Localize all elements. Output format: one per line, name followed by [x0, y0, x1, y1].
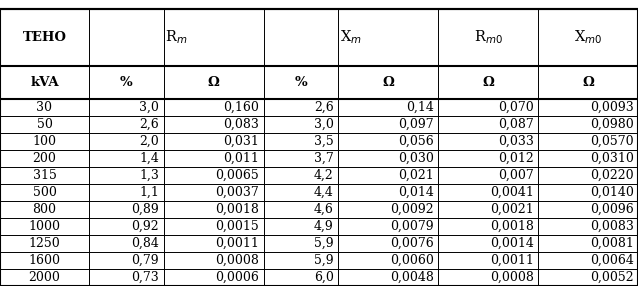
Text: 4,6: 4,6 [314, 203, 334, 216]
Text: 0,007: 0,007 [498, 169, 533, 182]
Text: 0,0093: 0,0093 [590, 101, 634, 114]
Text: Ω: Ω [382, 76, 394, 89]
Text: 0,0011: 0,0011 [490, 254, 533, 267]
Text: Ω: Ω [207, 76, 219, 89]
Text: 0,070: 0,070 [498, 101, 533, 114]
Text: 0,14: 0,14 [406, 101, 434, 114]
Text: 0,0037: 0,0037 [215, 186, 259, 199]
Bar [338, 9, 339, 66]
Text: 3,5: 3,5 [314, 135, 334, 148]
Text: 4,2: 4,2 [314, 169, 334, 182]
Text: 0,0048: 0,0048 [390, 271, 434, 284]
Text: 1250: 1250 [29, 237, 61, 250]
Text: %: % [120, 76, 133, 89]
Text: 0,033: 0,033 [498, 135, 533, 148]
Text: 315: 315 [33, 169, 56, 182]
Text: 0,84: 0,84 [131, 237, 159, 250]
Text: 0,0041: 0,0041 [490, 186, 533, 199]
Text: 0,031: 0,031 [223, 135, 259, 148]
Text: 0,89: 0,89 [131, 203, 159, 216]
Text: 0,0060: 0,0060 [390, 254, 434, 267]
Text: 0,0081: 0,0081 [590, 237, 634, 250]
Text: 200: 200 [33, 152, 56, 165]
Text: 0,097: 0,097 [398, 118, 434, 131]
Text: %: % [294, 76, 307, 89]
Text: 0,0096: 0,0096 [590, 203, 634, 216]
Text: 0,0065: 0,0065 [215, 169, 259, 182]
Text: 1,1: 1,1 [139, 186, 159, 199]
Text: 500: 500 [33, 186, 56, 199]
Text: 2,6: 2,6 [314, 101, 334, 114]
Text: 3,0: 3,0 [314, 118, 334, 131]
Text: 0,0011: 0,0011 [215, 237, 259, 250]
Text: 2,0: 2,0 [139, 135, 159, 148]
Text: 0,083: 0,083 [223, 118, 259, 131]
Text: X$_m$: X$_m$ [340, 28, 362, 46]
Text: 0,0008: 0,0008 [490, 271, 533, 284]
Text: 0,014: 0,014 [397, 186, 434, 199]
Text: X$_{m0}$: X$_{m0}$ [574, 28, 602, 46]
Text: 0,087: 0,087 [498, 118, 533, 131]
Text: 5,9: 5,9 [314, 254, 334, 267]
Text: 2000: 2000 [29, 271, 61, 284]
Text: Ω: Ω [482, 76, 494, 89]
Text: 1000: 1000 [29, 220, 61, 233]
Text: 0,0021: 0,0021 [490, 203, 533, 216]
Text: 0,0076: 0,0076 [390, 237, 434, 250]
Text: 0,030: 0,030 [397, 152, 434, 165]
Text: 0,0052: 0,0052 [590, 271, 634, 284]
Text: 0,0310: 0,0310 [590, 152, 634, 165]
Text: 1,4: 1,4 [139, 152, 159, 165]
Text: 2,6: 2,6 [139, 118, 159, 131]
Text: 0,0980: 0,0980 [590, 118, 634, 131]
Text: 0,056: 0,056 [398, 135, 434, 148]
Text: 0,0570: 0,0570 [590, 135, 634, 148]
Text: TEHO: TEHO [22, 31, 66, 44]
Text: 0,011: 0,011 [223, 152, 259, 165]
Text: kVA: kVA [30, 76, 59, 89]
Text: 4,9: 4,9 [314, 220, 334, 233]
Text: 4,4: 4,4 [314, 186, 334, 199]
Text: 0,0006: 0,0006 [215, 271, 259, 284]
Text: 0,0064: 0,0064 [590, 254, 634, 267]
Text: 0,160: 0,160 [223, 101, 259, 114]
Text: 0,0083: 0,0083 [590, 220, 634, 233]
Text: 30: 30 [36, 101, 52, 114]
Text: 0,73: 0,73 [131, 271, 159, 284]
Text: 0,0092: 0,0092 [390, 203, 434, 216]
Text: 800: 800 [33, 203, 57, 216]
Text: 0,79: 0,79 [131, 254, 159, 267]
Text: 0,0079: 0,0079 [390, 220, 434, 233]
Text: 0,021: 0,021 [398, 169, 434, 182]
Text: 3,0: 3,0 [139, 101, 159, 114]
Text: 0,0018: 0,0018 [215, 203, 259, 216]
Text: 0,92: 0,92 [131, 220, 159, 233]
Text: 0,0015: 0,0015 [215, 220, 259, 233]
Text: 6,0: 6,0 [314, 271, 334, 284]
Bar [163, 9, 164, 66]
Text: 3,7: 3,7 [314, 152, 334, 165]
Text: 1,3: 1,3 [139, 169, 159, 182]
Text: 1600: 1600 [29, 254, 61, 267]
Text: 100: 100 [33, 135, 57, 148]
Text: 0,0140: 0,0140 [590, 186, 634, 199]
Text: 0,0220: 0,0220 [590, 169, 634, 182]
Text: 0,0008: 0,0008 [215, 254, 259, 267]
Text: 5,9: 5,9 [314, 237, 334, 250]
Text: 0,0018: 0,0018 [490, 220, 533, 233]
Text: R$_m$: R$_m$ [165, 28, 188, 46]
Text: 0,012: 0,012 [498, 152, 533, 165]
Text: 0,0014: 0,0014 [490, 237, 533, 250]
Text: Ω: Ω [582, 76, 594, 89]
Text: R$_{m0}$: R$_{m0}$ [473, 28, 503, 46]
Text: 50: 50 [36, 118, 52, 131]
